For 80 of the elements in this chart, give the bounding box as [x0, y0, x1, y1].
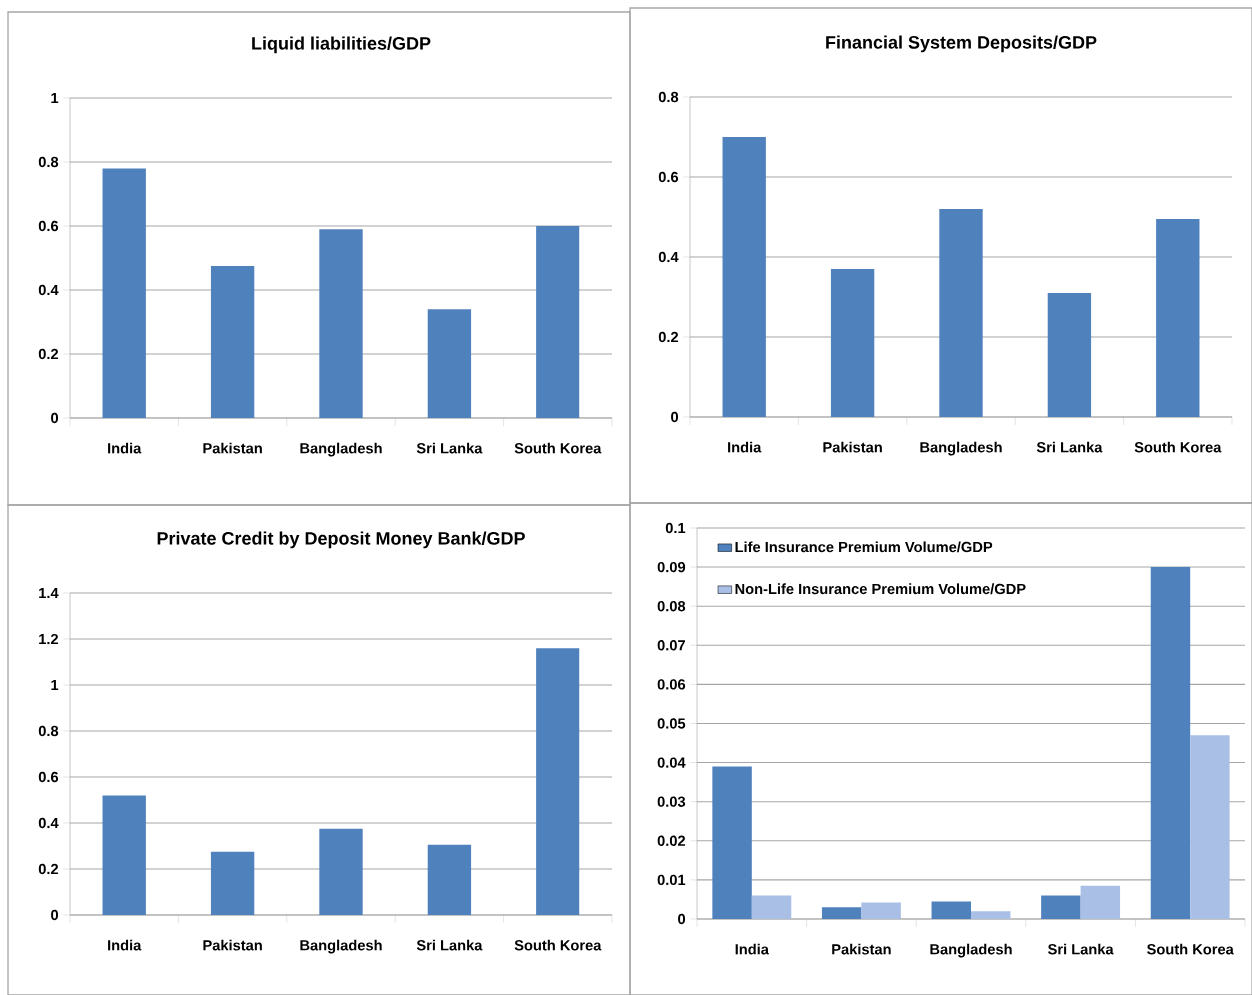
legend-label: Non-Life Insurance Premium Volume/GDP [735, 583, 1026, 595]
bar [102, 795, 146, 915]
y-tick-label: 0.04 [657, 757, 686, 768]
x-tick-label: Pakistan [203, 939, 262, 951]
y-tick-label: 0.03 [657, 796, 686, 807]
x-tick-label: Bangladesh [300, 939, 382, 954]
x-tick-label: Bangladesh [920, 441, 1002, 456]
bar [971, 911, 1011, 919]
bar [1190, 735, 1230, 919]
y-tick-label: 0.09 [657, 561, 686, 573]
y-tick-label: 1.4 [39, 587, 59, 599]
y-tick-label: 0.6 [38, 220, 59, 232]
chart-title: Financial System Deposits/GDP [826, 35, 1097, 53]
x-tick-label: Bangladesh [930, 943, 1012, 958]
bar [1047, 292, 1092, 417]
bar [712, 766, 752, 919]
y-tick-label: 1.2 [39, 633, 59, 645]
x-tick-label: South Korea [1134, 441, 1222, 453]
x-tick-label: India [735, 943, 770, 955]
y-tick-label: 0.2 [38, 348, 59, 360]
x-tick-label: Bangladesh [300, 442, 382, 457]
x-tick-label: Sri Lanka [416, 939, 483, 951]
y-tick-label: 0.4 [38, 284, 59, 296]
bar [536, 648, 580, 915]
bar [1041, 895, 1081, 919]
y-tick-label: 0.2 [38, 863, 59, 875]
y-tick-label: 0.4 [658, 251, 679, 263]
bar [210, 265, 255, 418]
x-tick-label: Pakistan [832, 943, 891, 955]
y-tick-label: 0.02 [657, 835, 686, 846]
bar [821, 907, 862, 919]
bar [722, 137, 766, 417]
x-tick-label: India [108, 939, 142, 951]
bar [210, 851, 255, 915]
y-tick-label: 0 [51, 909, 59, 921]
x-tick-label: India [728, 441, 762, 453]
bar [319, 229, 363, 418]
bar [319, 828, 363, 915]
legend-label: Life Insurance Premium Volume/GDP [735, 541, 993, 553]
y-tick-label: 0.8 [38, 156, 59, 168]
x-tick-label: Sri Lanka [416, 442, 483, 454]
x-tick-label: Sri Lanka [1048, 943, 1114, 955]
y-tick-label: 0 [51, 412, 59, 424]
bar [751, 895, 792, 919]
bar [1156, 218, 1200, 417]
bar [427, 844, 472, 915]
x-tick-label: South Korea [514, 442, 602, 454]
y-tick-label: 0.06 [657, 679, 686, 690]
bar [102, 168, 146, 418]
y-tick-label: 0.6 [658, 171, 679, 183]
x-tick-label: Pakistan [203, 442, 262, 454]
bar [1080, 885, 1121, 919]
y-tick-label: 0.01 [657, 874, 686, 886]
y-tick-label: 0.1 [665, 522, 686, 534]
y-tick-label: 0.8 [38, 725, 59, 737]
bar [427, 309, 472, 418]
y-tick-label: 0.8 [658, 91, 679, 103]
y-tick-label: 0.6 [38, 771, 59, 783]
y-tick-label: 0.2 [658, 331, 679, 343]
bar [830, 268, 875, 417]
chart-title: Private Credit by Deposit Money Bank/GDP [157, 531, 525, 549]
bar [536, 225, 580, 418]
y-tick-label: 0.4 [38, 817, 59, 829]
y-tick-label: 1 [51, 679, 59, 691]
y-tick-label: 1 [51, 92, 59, 104]
bar [861, 902, 901, 919]
chart-title: Liquid liabilities/GDP [252, 36, 431, 54]
y-tick-label: 0 [678, 913, 686, 925]
bar [939, 209, 983, 417]
x-tick-label: Sri Lanka [1036, 441, 1103, 453]
x-tick-label: South Korea [1147, 943, 1234, 955]
y-tick-label: 0.07 [657, 640, 685, 651]
y-tick-label: 0 [671, 411, 679, 423]
bar [931, 901, 971, 919]
y-tick-label: 0.05 [657, 718, 686, 729]
y-tick-label: 0.08 [657, 601, 686, 612]
x-tick-label: South Korea [514, 939, 602, 951]
x-tick-label: Pakistan [823, 441, 882, 453]
x-tick-label: India [108, 442, 142, 454]
bar [1150, 567, 1191, 919]
